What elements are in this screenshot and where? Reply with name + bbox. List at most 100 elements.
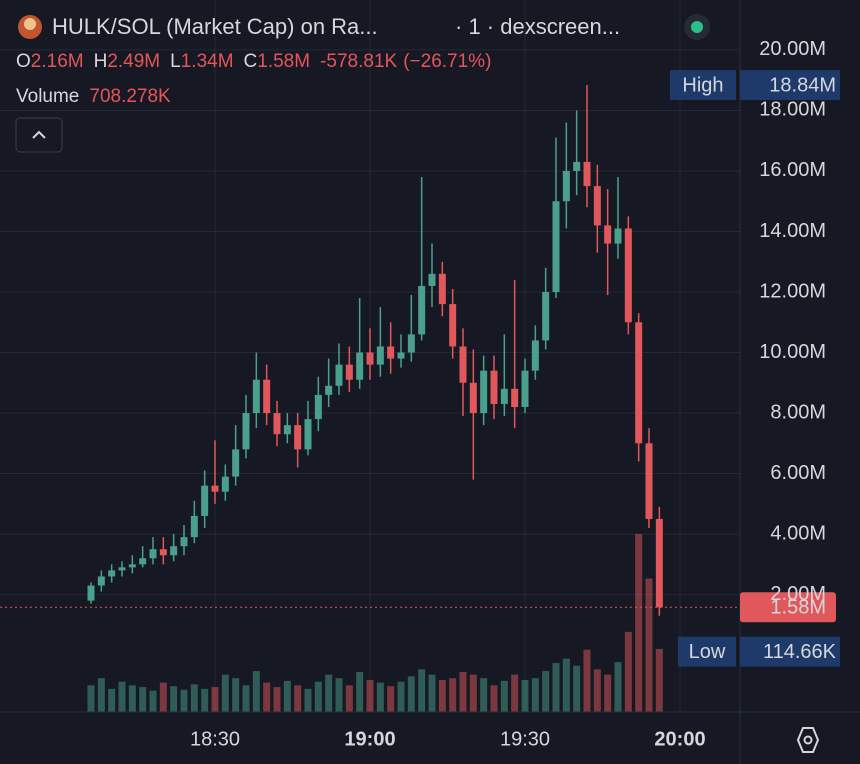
volume-key: Volume (16, 86, 79, 107)
last-price-label: 1.58M (770, 597, 826, 619)
candle-body (263, 379, 271, 414)
candle-body (170, 546, 178, 556)
candle-body (190, 515, 198, 538)
volume-bar (335, 678, 343, 712)
volume-bar (118, 681, 126, 712)
volume-bar (273, 687, 281, 712)
candle-body (635, 322, 643, 444)
volume-bar (624, 631, 632, 712)
candle-body (149, 549, 157, 559)
candle-body (232, 449, 240, 477)
candle-body (438, 273, 446, 305)
candle-body (180, 537, 188, 547)
change-value: -578.81K (320, 51, 397, 72)
candle-body (511, 388, 519, 407)
volume-bar (211, 687, 219, 712)
status-dot (691, 21, 703, 33)
candle-body (552, 201, 560, 293)
volume-bar (149, 690, 157, 712)
candle-body (469, 382, 477, 414)
volume-bar (490, 685, 498, 712)
grid (0, 0, 740, 712)
volume-bar (87, 685, 95, 712)
x-tick-label: 18:30 (190, 728, 240, 750)
candle-body (356, 352, 364, 380)
marker-name-box (678, 636, 736, 667)
volume-bar (655, 648, 663, 712)
chart-subtitle: · 1 · dexscreen... (455, 14, 620, 39)
candle-body (428, 273, 436, 286)
candle-body (604, 225, 612, 244)
volume-bar (159, 682, 167, 712)
volume-bar (252, 671, 260, 712)
volume-bar (645, 578, 653, 712)
candle-body (139, 558, 147, 565)
y-tick-label: 4.00M (770, 522, 826, 544)
candle-body (242, 413, 250, 450)
marker-name: Low (689, 641, 726, 663)
volume-layer (87, 534, 663, 712)
y-tick-label: 8.00M (770, 401, 826, 423)
settings-button[interactable] (796, 727, 820, 753)
volume-bar (366, 679, 374, 712)
candle-body (449, 304, 457, 347)
volume-bar (583, 649, 591, 712)
chart-title: HULK/SOL (Market Cap) on Ra... (52, 14, 378, 39)
candle-layer (87, 85, 663, 616)
candle-body (573, 161, 581, 171)
volume-bar (139, 687, 147, 712)
volume-bar (314, 681, 322, 712)
volume-bar (294, 685, 302, 712)
volume-bar (500, 680, 508, 712)
candle-body (87, 585, 95, 601)
volume-bar (242, 685, 250, 712)
volume-bar (521, 679, 529, 712)
token-logo-face (24, 18, 36, 30)
candle-body (397, 352, 405, 359)
volume-bar (604, 674, 612, 712)
candle-body (118, 567, 126, 571)
change-percent: (−26.71%) (403, 51, 491, 72)
legend-key: O (16, 51, 31, 72)
volume-bar (376, 682, 384, 712)
candle-body (542, 292, 550, 341)
marker-value-box (740, 70, 840, 101)
volume-bar (356, 671, 364, 712)
volume-bar (283, 680, 291, 712)
volume-bar (531, 678, 539, 712)
candle-body (500, 388, 508, 404)
y-tick-label: 18.00M (759, 99, 826, 121)
volume-bar (438, 679, 446, 712)
candle-body (211, 485, 219, 492)
volume-bar (459, 671, 467, 712)
y-tick-label: 2.00M (770, 583, 826, 605)
candle-body (624, 228, 632, 323)
candle-body (593, 186, 601, 226)
volume-bar (562, 658, 570, 712)
x-tick-label: 19:30 (500, 728, 550, 750)
candle-body (490, 370, 498, 404)
volume-bar (97, 678, 105, 712)
candle-body (407, 334, 415, 353)
collapse-icon (32, 130, 46, 139)
settings-icon (803, 735, 813, 745)
collapse-button[interactable] (15, 117, 63, 153)
candle-body (273, 413, 281, 435)
candle-body (583, 161, 591, 187)
volume-bar (614, 662, 622, 712)
candle-body (221, 476, 229, 492)
volume-bar (170, 686, 178, 712)
volume-bar (480, 678, 488, 712)
volume-bar (573, 665, 581, 712)
candle-body (459, 346, 467, 383)
marker-value: 18.84M (769, 74, 836, 96)
volume-bar (449, 678, 457, 712)
candle-body (201, 485, 209, 516)
legend-value: 2.49M (107, 51, 160, 72)
legend-value: 2.16M (31, 51, 84, 72)
x-tick-label: 19:00 (344, 728, 395, 750)
volume-bar (221, 674, 229, 712)
candle-body (614, 228, 622, 244)
marker-value-box (740, 636, 840, 667)
